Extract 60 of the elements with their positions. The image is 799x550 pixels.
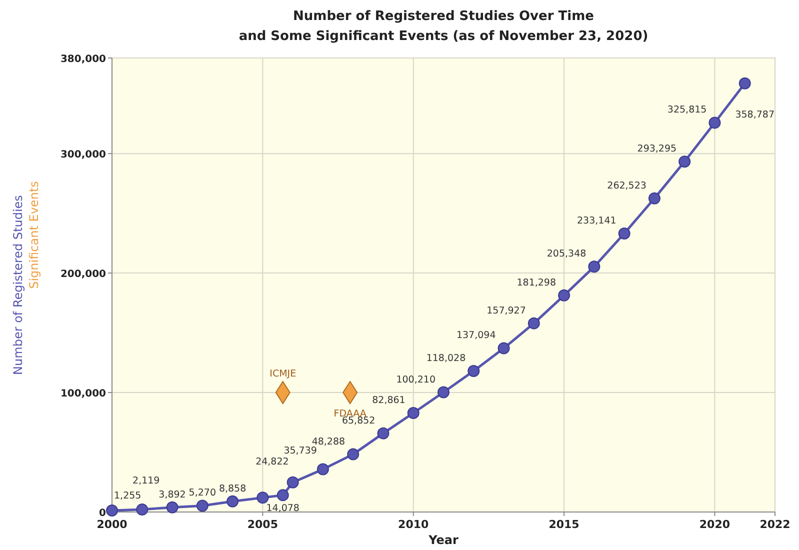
point — [276, 489, 289, 502]
data-label: 157,927 — [486, 305, 526, 316]
data-label: 325,815 — [667, 104, 707, 116]
data-label: 118,028 — [426, 352, 466, 364]
data-label: 1,255 — [114, 490, 142, 502]
point — [226, 495, 239, 508]
y-axis-title: Number of Registered Studies — [11, 195, 25, 375]
x-tick-label: 2020 — [699, 518, 730, 531]
y-tick-label: 100,000 — [60, 388, 106, 400]
chart-title: Number of Registered Studies Over Time and Some Significant Events (as of November 23, 2020) — [238, 9, 648, 44]
data-label: 358,787 — [735, 109, 775, 120]
point — [468, 364, 480, 377]
x-tick-label: 2005 — [247, 518, 278, 531]
point — [678, 156, 691, 168]
point — [166, 501, 178, 514]
data-label: 5,270 — [188, 488, 216, 499]
data-label: 24,822 — [256, 456, 289, 468]
data-label: 233,141 — [577, 215, 616, 226]
x-tick-label: 2000 — [96, 518, 128, 531]
point — [648, 192, 660, 204]
data-label: 48,288 — [312, 436, 346, 448]
data-label: 181,298 — [516, 277, 556, 288]
point — [738, 77, 751, 90]
x-tick-label: 2022 — [760, 518, 790, 531]
data-label: 8,858 — [218, 483, 246, 494]
text: Significant Events — [27, 181, 41, 289]
data-label: 100,210 — [396, 374, 436, 386]
data-label: 205,348 — [546, 248, 586, 260]
y-tick-label: 380,000 — [60, 54, 106, 65]
point — [377, 427, 390, 440]
data-label: 2,119 — [132, 475, 160, 486]
point — [407, 407, 420, 420]
point — [196, 500, 208, 512]
point — [498, 342, 510, 354]
point — [256, 492, 269, 504]
data-label: 262,523 — [607, 180, 646, 192]
point — [347, 448, 360, 460]
x-tick-label: 2010 — [398, 518, 430, 531]
point — [106, 504, 118, 516]
point — [136, 503, 148, 516]
point — [558, 289, 570, 302]
annotation: ICMJE — [270, 368, 296, 380]
x-tick-label: 2015 — [548, 518, 580, 531]
y-tick-label: 200,000 — [60, 269, 106, 280]
data-label: 14,078 — [266, 503, 300, 514]
x-axis-title: Year — [428, 533, 458, 547]
point — [286, 476, 299, 488]
point — [618, 227, 630, 240]
data-label: 35,739 — [284, 445, 317, 456]
data-label: 293,295 — [637, 144, 677, 155]
y-tick-label: 0 — [99, 508, 106, 519]
y-tick-label: 300,000 — [60, 150, 106, 161]
data-label: 3,892 — [158, 489, 186, 500]
point — [588, 260, 600, 273]
point — [438, 386, 450, 398]
point — [528, 317, 540, 330]
data-label: 137,094 — [456, 330, 496, 342]
data-label: 82,861 — [372, 395, 406, 406]
point — [316, 463, 329, 476]
point — [708, 116, 721, 129]
